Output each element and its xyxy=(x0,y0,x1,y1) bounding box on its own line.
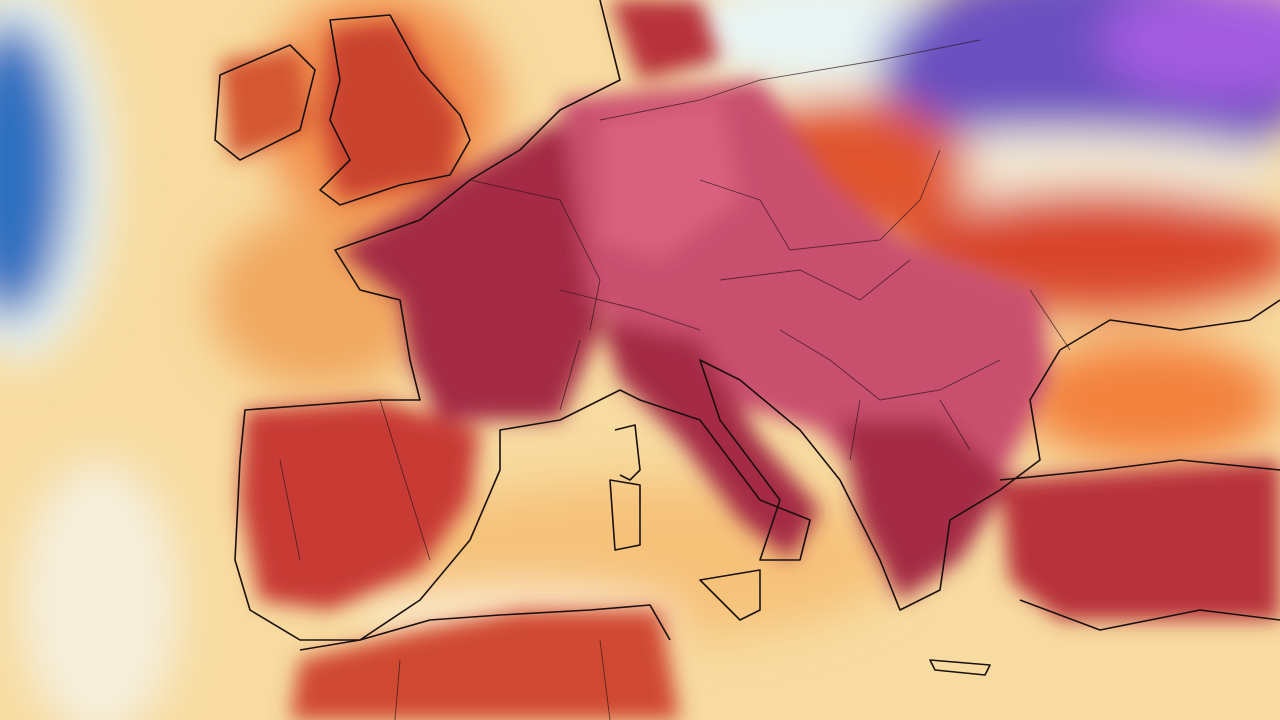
turkey-coast xyxy=(999,459,1280,631)
black-sea-warm xyxy=(1020,340,1280,460)
borders xyxy=(279,39,1071,720)
east-violet xyxy=(1100,0,1280,100)
denmark-hot xyxy=(610,0,720,80)
border-lines xyxy=(279,39,1071,720)
ireland-hot xyxy=(220,50,310,160)
continent-coast xyxy=(234,0,1280,641)
crete xyxy=(929,659,991,676)
north-africa-coast xyxy=(299,604,671,651)
corsica-sardinia xyxy=(609,424,641,551)
ireland-coast xyxy=(214,44,316,161)
iberia-hot xyxy=(240,400,480,610)
balkans-extreme xyxy=(840,420,1010,600)
germany-pink xyxy=(600,100,740,260)
sicily xyxy=(699,569,761,621)
atlantic-cold-core xyxy=(0,20,70,320)
land-heat xyxy=(220,0,1280,720)
britain-coast xyxy=(319,14,471,206)
turkey-hot xyxy=(1000,460,1280,620)
italy-hot xyxy=(600,320,820,560)
atlantic-pale xyxy=(20,460,180,720)
coastlines xyxy=(214,0,1280,676)
france-extreme xyxy=(340,120,600,420)
north-africa-hot xyxy=(290,610,680,720)
uk-hot xyxy=(320,20,460,200)
